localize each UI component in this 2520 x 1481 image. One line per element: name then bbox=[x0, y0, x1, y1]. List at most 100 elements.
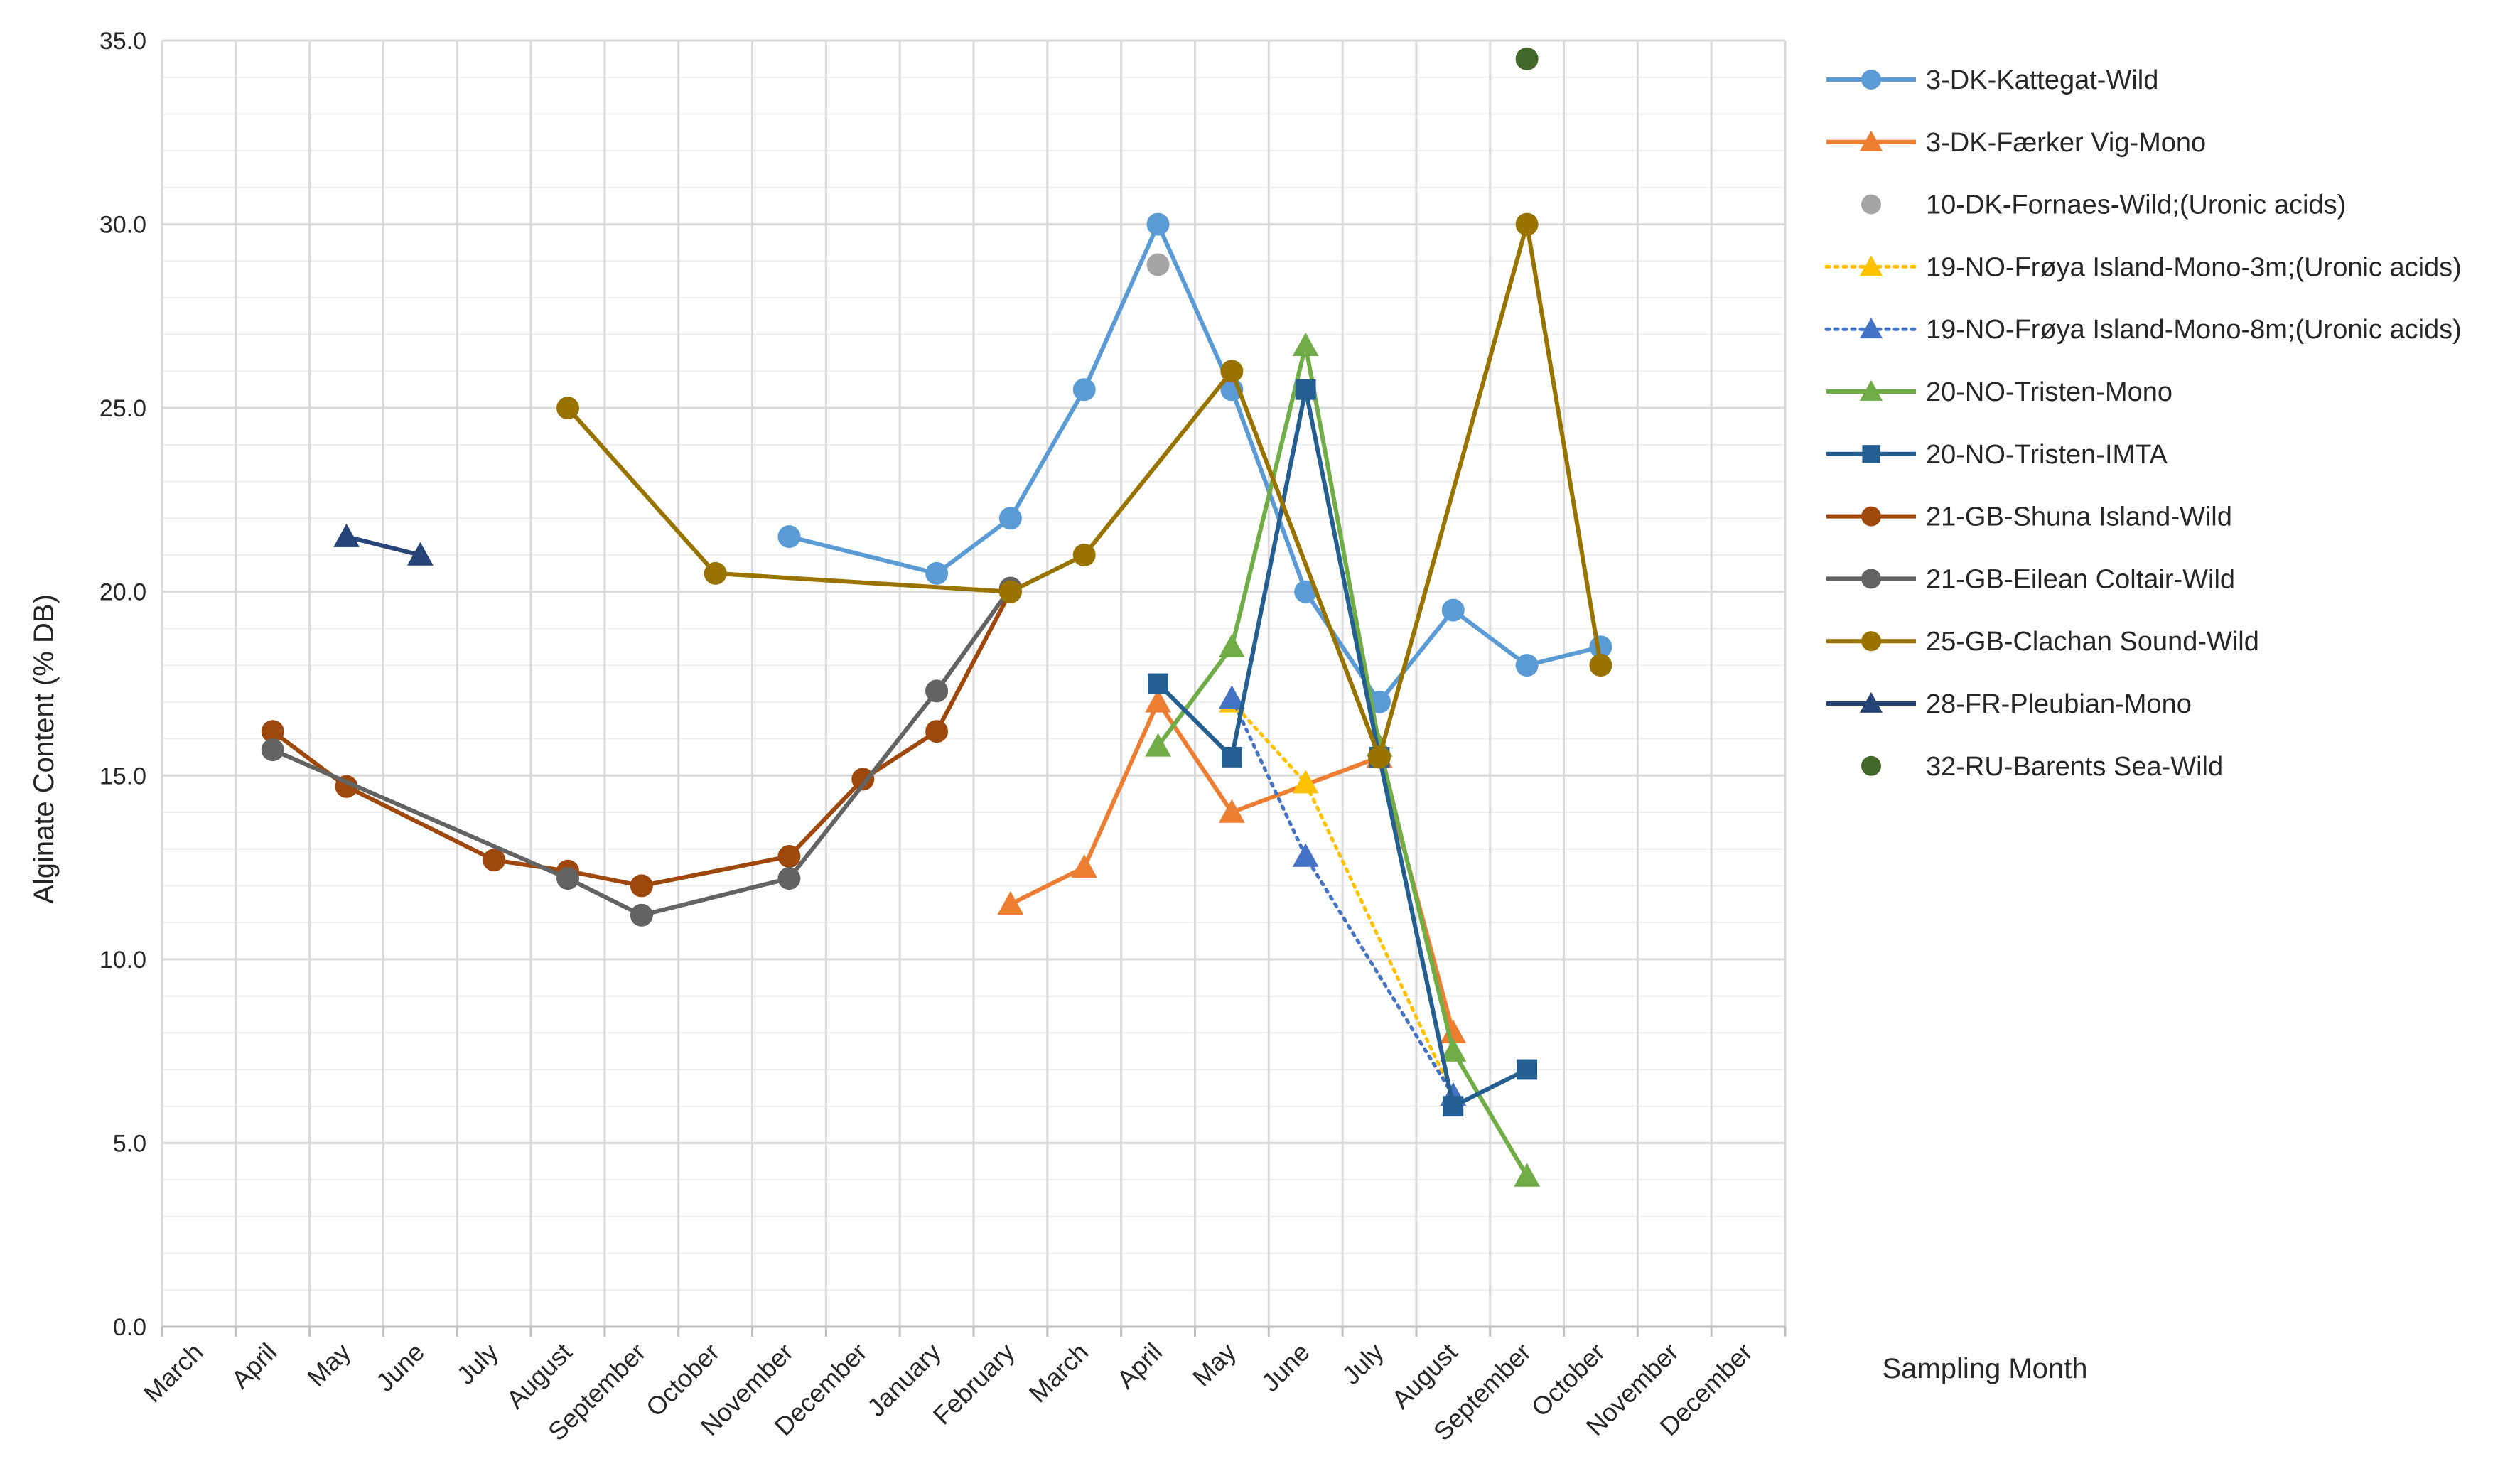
data-point bbox=[1292, 770, 1319, 794]
legend-entry: 3-DK-Færker Vig-Mono bbox=[1826, 128, 2206, 158]
legend-label: 20-NO-Tristen-IMTA bbox=[1926, 440, 2168, 470]
data-point bbox=[1145, 733, 1171, 757]
data-point bbox=[1218, 633, 1245, 658]
series-line bbox=[1156, 343, 1529, 1178]
data-point bbox=[1294, 580, 1318, 603]
legend-label: 25-GB-Clachan Sound-Wild bbox=[1926, 627, 2259, 657]
data-point bbox=[1517, 1059, 1538, 1080]
data-point bbox=[851, 768, 875, 791]
legend-marker bbox=[1859, 318, 1883, 339]
data-point bbox=[777, 867, 801, 890]
legend-marker bbox=[1859, 255, 1883, 276]
legend-entry: 21-GB-Shuna Island-Wild bbox=[1826, 502, 2232, 532]
data-point bbox=[1514, 1163, 1541, 1187]
data-point bbox=[1295, 379, 1316, 400]
legend-label: 10-DK-Fornaes-Wild;(Uronic acids) bbox=[1926, 190, 2346, 220]
y-axis-title: Alginate Content (% DB) bbox=[28, 594, 60, 904]
legend-marker bbox=[1861, 194, 1881, 215]
legend-label: 32-RU-Barents Sea-Wild bbox=[1926, 752, 2223, 782]
legend: 3-DK-Kattegat-Wild 3-DK-Færker Vig-Mono 10… bbox=[1824, 65, 2462, 782]
data-point bbox=[1589, 654, 1612, 677]
legend-label: 28-FR-Pleubian-Mono bbox=[1926, 689, 2192, 719]
legend-entry: 20-NO-Tristen-IMTA bbox=[1826, 440, 2168, 470]
legend-marker bbox=[1861, 70, 1881, 90]
data-series bbox=[261, 47, 1612, 1187]
data-point bbox=[1515, 654, 1539, 677]
legend-entry: 3-DK-Kattegat-Wild bbox=[1826, 65, 2158, 95]
data-point bbox=[777, 525, 801, 549]
data-point bbox=[1443, 1096, 1464, 1117]
data-point bbox=[1072, 378, 1096, 402]
data-point bbox=[1218, 799, 1245, 823]
data-point bbox=[630, 874, 653, 898]
data-point bbox=[1292, 332, 1319, 356]
data-point bbox=[1368, 745, 1391, 769]
y-tick-label: 35.0 bbox=[99, 28, 146, 55]
series-line bbox=[1156, 387, 1528, 1109]
data-point bbox=[1146, 212, 1170, 236]
legend-marker bbox=[1862, 445, 1880, 463]
legend-entry: 25-GB-Clachan Sound-Wild bbox=[1826, 627, 2259, 657]
y-tick-label: 15.0 bbox=[99, 763, 146, 790]
data-point bbox=[556, 867, 579, 890]
legend-label: 3-DK-Færker Vig-Mono bbox=[1926, 128, 2206, 158]
data-point bbox=[925, 561, 949, 585]
x-axis-title: Sampling Month bbox=[1882, 1353, 2087, 1384]
data-point bbox=[261, 720, 284, 743]
data-point bbox=[556, 397, 579, 420]
series-9 bbox=[556, 212, 1612, 769]
data-point bbox=[630, 903, 653, 927]
legend-label: 20-NO-Tristen-Mono bbox=[1926, 377, 2172, 407]
data-point bbox=[1071, 854, 1098, 878]
data-point bbox=[1515, 212, 1539, 236]
legend-marker bbox=[1861, 755, 1881, 776]
data-point bbox=[777, 845, 801, 868]
series-line bbox=[271, 586, 1013, 917]
legend-marker bbox=[1861, 506, 1881, 527]
legend-entry: 32-RU-Barents Sea-Wild bbox=[1861, 752, 2223, 782]
legend-label: 21-GB-Shuna Island-Wild bbox=[1926, 502, 2232, 532]
legend-marker bbox=[1859, 130, 1883, 151]
data-point bbox=[483, 849, 506, 872]
legend-entry: 19-NO-Frøya Island-Mono-3m;(Uronic acids… bbox=[1824, 252, 2462, 282]
legend-marker bbox=[1861, 631, 1881, 652]
y-tick-label: 10.0 bbox=[99, 947, 146, 974]
legend-marker bbox=[1859, 379, 1883, 401]
y-tick-label: 25.0 bbox=[99, 395, 146, 422]
legend-marker bbox=[1861, 569, 1881, 589]
data-point bbox=[925, 679, 949, 703]
legend-entry: 21-GB-Eilean Coltair-Wild bbox=[1826, 564, 2235, 594]
y-tick-label: 5.0 bbox=[113, 1130, 146, 1157]
y-tick-label: 20.0 bbox=[99, 579, 146, 606]
series-2 bbox=[1146, 253, 1170, 276]
data-point bbox=[1146, 253, 1170, 276]
y-tick-labels: 0.0 5.0 10.0 15.0 20.0 25.0 30.0 35.0 bbox=[99, 28, 146, 1341]
data-point bbox=[1218, 685, 1245, 709]
legend-label: 3-DK-Kattegat-Wild bbox=[1926, 65, 2158, 95]
data-point bbox=[1145, 689, 1171, 713]
series-line bbox=[345, 534, 421, 557]
data-point bbox=[1220, 360, 1244, 383]
legend-entry: 28-FR-Pleubian-Mono bbox=[1826, 689, 2192, 719]
data-point bbox=[1221, 747, 1242, 768]
y-tick-label: 0.0 bbox=[113, 1314, 146, 1341]
data-point bbox=[998, 580, 1022, 603]
legend-entry: 20-NO-Tristen-Mono bbox=[1826, 377, 2172, 407]
data-point bbox=[261, 738, 284, 762]
data-point bbox=[704, 561, 727, 585]
legend-marker bbox=[1859, 691, 1883, 713]
data-point bbox=[406, 542, 434, 566]
series-11 bbox=[1515, 47, 1539, 70]
data-point bbox=[1440, 1038, 1467, 1062]
data-point bbox=[1148, 673, 1168, 694]
series-10 bbox=[333, 523, 434, 566]
legend-entry: 10-DK-Fornaes-Wild;(Uronic acids) bbox=[1861, 190, 2346, 220]
series-0 bbox=[777, 212, 1612, 713]
data-point bbox=[333, 523, 360, 547]
legend-label: 21-GB-Eilean Coltair-Wild bbox=[1926, 564, 2235, 594]
series-line bbox=[566, 222, 1603, 760]
data-point bbox=[998, 507, 1022, 530]
data-point bbox=[1515, 47, 1539, 70]
